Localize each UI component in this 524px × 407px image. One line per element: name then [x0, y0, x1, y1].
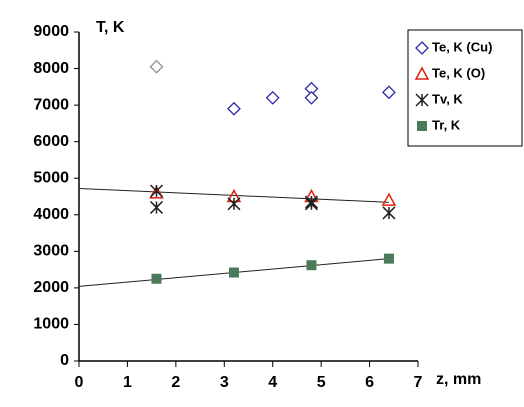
y-tick-label: 2000 — [33, 279, 69, 296]
marker — [149, 184, 164, 198]
legend-marker — [415, 41, 429, 55]
legend-label: Te, K (Cu) — [432, 39, 492, 54]
x-tick-label: 7 — [414, 374, 423, 391]
x-tick-label: 5 — [317, 374, 326, 391]
marker — [228, 267, 239, 278]
marker — [383, 253, 394, 264]
y-tick-label: 7000 — [33, 96, 69, 113]
x-tick-label: 1 — [123, 374, 132, 391]
marker — [227, 197, 241, 211]
y-tick-label: 1000 — [33, 316, 69, 333]
x-tick-label: 2 — [171, 374, 180, 391]
marker — [227, 101, 241, 116]
y-tick-label: 0 — [60, 352, 69, 369]
marker — [304, 90, 319, 105]
x-axis-label: z, mm — [436, 371, 481, 388]
y-tick-label: 6000 — [33, 133, 69, 150]
marker — [265, 90, 280, 105]
trend-line — [78, 187, 389, 203]
legend-marker — [415, 93, 429, 107]
marker — [382, 206, 396, 220]
marker — [381, 192, 397, 206]
legend-label: Te, K (O) — [432, 65, 485, 80]
y-tick-label: 4000 — [33, 206, 69, 223]
y-tick-label: 5000 — [33, 169, 69, 186]
marker — [151, 273, 162, 284]
y-tick-label: 9000 — [33, 23, 69, 40]
legend-marker — [417, 121, 427, 131]
marker — [304, 197, 318, 211]
legend-label: Tv, K — [432, 91, 463, 106]
y-tick-label: 8000 — [33, 60, 69, 77]
x-tick-label: 0 — [75, 374, 84, 391]
legend-marker — [414, 66, 430, 80]
marker — [382, 85, 396, 100]
x-tick-label: 3 — [220, 374, 229, 391]
y-axis-label: T, K — [96, 19, 125, 36]
marker — [149, 59, 164, 74]
marker — [149, 200, 164, 214]
x-tick-label: 4 — [268, 374, 277, 391]
legend-label: Tr, K — [432, 117, 461, 132]
marker — [306, 260, 317, 271]
x-tick-label: 6 — [365, 374, 374, 391]
y-tick-label: 3000 — [33, 243, 69, 260]
marker — [149, 185, 164, 199]
